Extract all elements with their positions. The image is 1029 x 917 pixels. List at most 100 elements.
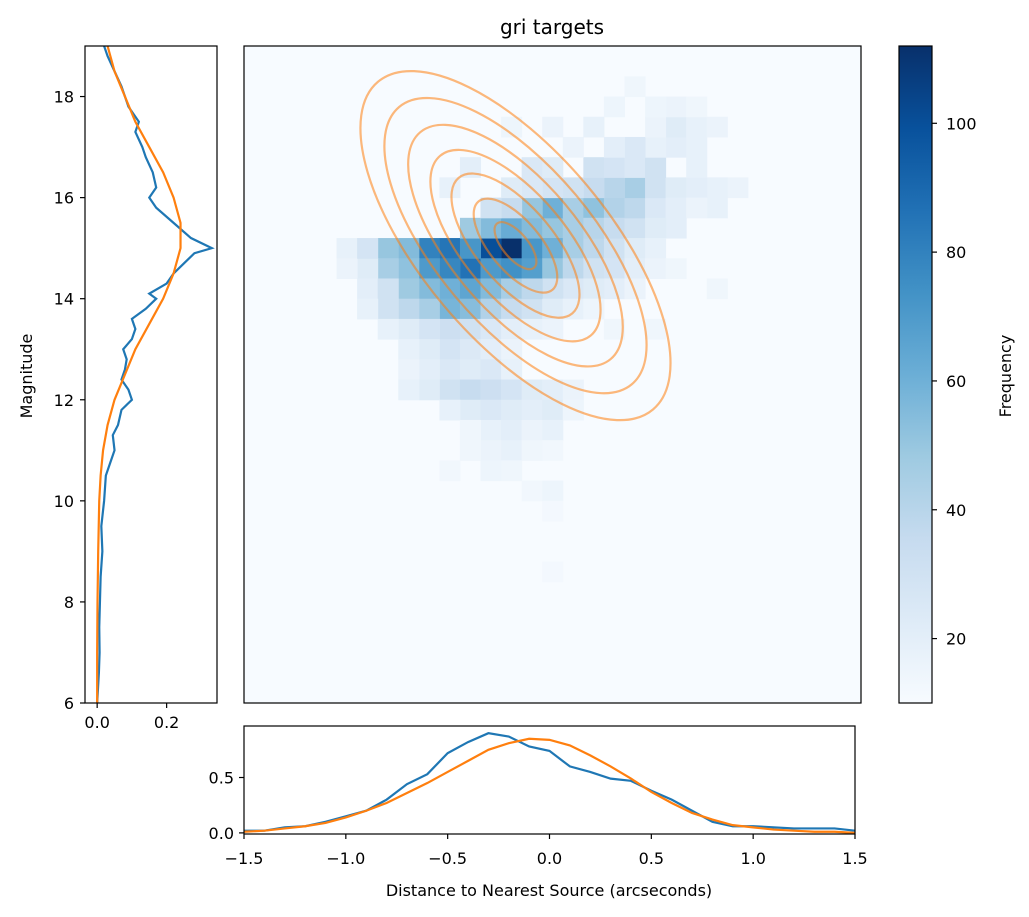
heatmap-cell [480,217,502,239]
heatmap-cell [645,116,667,138]
heatmap-cell [377,278,399,300]
heatmap-cell [439,339,461,360]
heatmap-cell [603,96,625,118]
heatmap-cell [665,96,687,118]
heatmap-cell [727,177,749,199]
y-tick-label: 14 [54,290,74,309]
heatmap-cell [645,318,667,340]
heatmap-cell [480,379,502,401]
heatmap-cell [542,419,564,441]
heatmap-cell [501,379,523,401]
x-tick-label: 0.0 [84,713,109,732]
heatmap-cell [603,217,625,239]
heatmap-cell [542,238,564,259]
heatmap-cell [377,238,399,259]
heatmap-cell [686,96,708,118]
heatmap-cell [398,238,420,259]
heatmap-cell [459,399,482,421]
heatmap-cell [439,460,461,482]
heatmap-cell [501,258,523,279]
heatmap-cell [521,480,543,502]
heatmap-cell [480,298,502,320]
heatmap-cell [603,157,625,178]
contour-line [429,148,602,343]
heatmap-cell [480,318,502,340]
colorbar-tick-label: 40 [946,501,966,520]
heatmap-cell [521,157,543,178]
heatmap-cell [459,339,482,360]
heatmap-cell [501,440,523,461]
contour-line [407,123,624,368]
heatmap-cell [398,359,420,381]
marginal-x-line [243,737,856,834]
heatmap-cell [398,318,420,340]
contour-line [359,70,672,422]
heatmap-cell [665,258,687,279]
heatmap-cell [706,197,728,219]
colorbar-gradient [899,46,932,703]
heatmap-cell [686,157,708,178]
heatmap-cell [542,258,564,279]
heatmap-cell [501,460,523,482]
heatmap-cell [645,217,667,239]
heatmap-cell [665,136,687,158]
y-axis-label: Magnitude [17,334,36,419]
heatmap-cell [603,197,625,219]
heatmap-cell [418,339,440,360]
heatmap-cell [501,238,523,259]
heatmap-cell [439,298,461,320]
y-tick-label: 10 [54,492,74,511]
heatmap-cell [377,298,399,320]
heatmap-cell [603,318,625,340]
heatmap-cell [480,440,502,461]
heatmap-cell [686,177,708,199]
heatmap-panel [243,45,862,704]
heatmap-cell [686,136,708,158]
colorbar-label: Frequency [996,335,1015,418]
heatmap-cell [706,116,728,138]
heatmap-cell [501,298,523,320]
heatmap-cell [459,278,482,300]
contour-lines [359,70,672,422]
heatmap-cell [398,339,420,360]
x-tick-label: 0.2 [154,713,179,732]
heatmap-cell [645,177,667,199]
x-tick-label: −0.5 [428,849,467,868]
heatmap-cell [686,197,708,219]
heatmap-cell [418,318,440,340]
heatmap-cell [624,177,646,199]
heatmap-cell [501,278,523,300]
heatmap-cell [706,278,728,300]
heatmap-cell [542,480,564,502]
heatmap-cell [686,116,708,138]
heatmap-cell [583,116,605,138]
heatmap-cell [542,116,564,138]
contour-line [450,172,581,319]
heatmap-cell [501,217,523,239]
heatmap-cell [624,157,646,178]
heatmap-cell [583,177,605,199]
heatmap-cell [562,177,584,199]
heatmap-cell [439,359,461,381]
contour-line [493,221,538,271]
heatmap-cell [418,298,440,320]
heatmap-cell [459,298,482,320]
heatmap-cell [583,217,605,239]
heatmap-cell [542,561,564,583]
colorbar-tick-label: 80 [946,243,966,262]
heatmap-cell [480,197,502,219]
marginal-y-lines [96,45,215,704]
heatmap-cell [583,278,605,300]
heatmap-cell [459,379,482,401]
heatmap-cell [439,399,461,421]
heatmap-cell [501,419,523,441]
heatmap-cell [583,197,605,219]
x-tick-label: 0.5 [639,849,664,868]
heatmap-cell [439,318,461,340]
heatmap-cell [521,419,543,441]
heatmap-cell [480,278,502,300]
heatmap-cell [459,359,482,381]
heatmap-cell [562,136,584,158]
heatmap-cell [336,238,358,259]
